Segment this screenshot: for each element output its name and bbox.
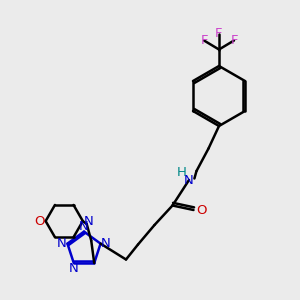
Text: F: F [230,34,238,47]
Text: N: N [84,214,94,228]
Text: N: N [69,262,79,275]
Text: F: F [200,34,208,47]
Text: N: N [184,173,194,187]
Text: O: O [197,203,207,217]
Text: H: H [177,166,186,179]
Text: F: F [215,27,223,40]
Text: O: O [34,214,44,228]
Text: N: N [101,237,111,250]
Text: N: N [57,237,67,250]
Text: N: N [79,220,89,233]
